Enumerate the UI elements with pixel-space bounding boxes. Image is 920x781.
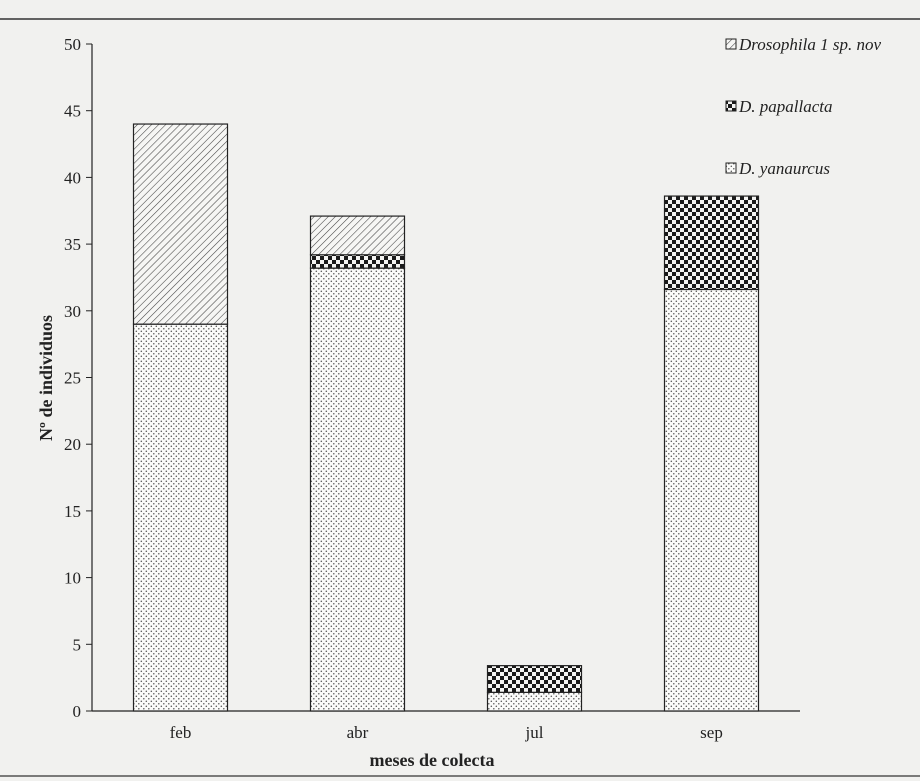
bar-abr-d-yanaurcus bbox=[309, 267, 406, 712]
y-tick-label: 5 bbox=[73, 635, 82, 654]
bar-jul-d-papallacta bbox=[486, 665, 583, 693]
bar-jul-d-yanaurcus bbox=[486, 691, 583, 712]
bar-sep-d-yanaurcus bbox=[663, 288, 760, 712]
legend-swatch-d-yanaurcus bbox=[725, 162, 737, 174]
y-tick-label: 45 bbox=[64, 102, 81, 121]
x-axis-title: meses de colecta bbox=[370, 750, 495, 770]
legend: Drosophila 1 sp. nov D. papallacta D. yana… bbox=[725, 35, 881, 178]
y-tick-label: 20 bbox=[64, 435, 81, 454]
bar-abr-drosophila-1-sp-nov bbox=[309, 215, 406, 256]
y-tick-label: 40 bbox=[64, 168, 81, 187]
legend-swatch-drosophila-1-sp-nov bbox=[725, 38, 737, 50]
y-tick-label: 35 bbox=[64, 235, 81, 254]
bar-abr-d-papallacta bbox=[309, 254, 406, 269]
bar-feb-d-yanaurcus bbox=[132, 323, 229, 712]
x-tick-label: feb bbox=[170, 723, 192, 742]
legend-swatch-d-papallacta bbox=[725, 100, 737, 112]
y-tick-label: 30 bbox=[64, 302, 81, 321]
legend-label-d-yanaurcus: D. yanaurcus bbox=[738, 159, 830, 178]
y-tick-label: 25 bbox=[64, 369, 81, 388]
y-axis-title: Nº de individuos bbox=[36, 315, 56, 441]
y-tick-label: 0 bbox=[73, 702, 82, 721]
bar-sep-d-papallacta bbox=[663, 195, 760, 291]
y-tick-label: 50 bbox=[64, 35, 81, 54]
y-axis: 0 5 10 15 20 25 30 35 40 45 50 bbox=[64, 35, 93, 721]
legend-label-d-papallacta: D. papallacta bbox=[738, 97, 833, 116]
y-tick-label: 15 bbox=[64, 502, 81, 521]
x-tick-label: sep bbox=[700, 723, 723, 742]
x-tick-label: abr bbox=[347, 723, 369, 742]
legend-label-drosophila-1-sp-nov: Drosophila 1 sp. nov bbox=[738, 35, 881, 54]
y-tick-label: 10 bbox=[64, 569, 81, 588]
x-axis: feb abr jul sep bbox=[92, 710, 800, 742]
bars-group bbox=[132, 123, 760, 712]
x-tick-label: jul bbox=[525, 723, 544, 742]
bar-feb-drosophila-1-sp-nov bbox=[132, 123, 229, 325]
